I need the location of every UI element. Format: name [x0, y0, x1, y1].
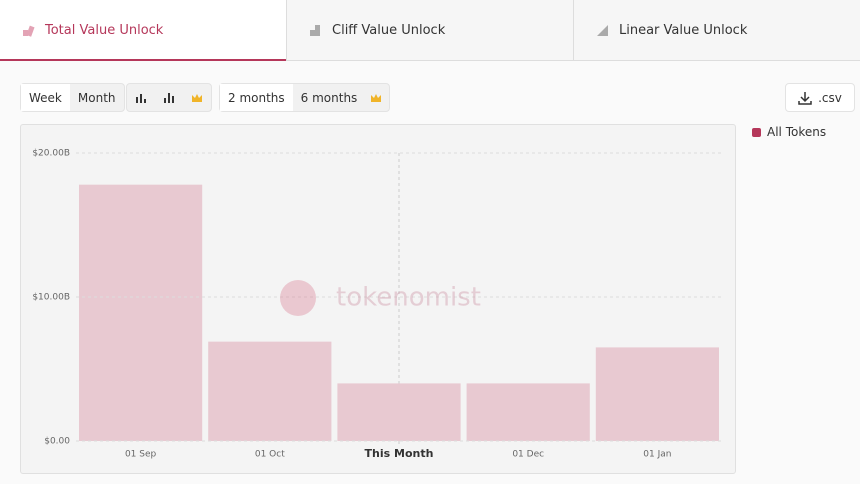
- tab-label: Linear Value Unlock: [619, 22, 748, 38]
- range-toggle: 2 months 6 months: [219, 83, 391, 112]
- crown-icon: [192, 93, 202, 102]
- tab[interactable]: Total Value Unlock: [0, 0, 287, 61]
- tab-icon: [23, 25, 35, 37]
- tab-label: Total Value Unlock: [45, 22, 164, 38]
- x-tick-label: 01 Oct: [255, 450, 285, 460]
- button-label: .csv: [818, 90, 842, 105]
- crown-icon: [371, 93, 382, 102]
- view-toggle: [126, 83, 212, 112]
- bar: [466, 383, 590, 441]
- bar: [208, 341, 332, 441]
- bar: [79, 184, 203, 441]
- tab-icon: [310, 24, 320, 36]
- legend-swatch: [752, 127, 761, 137]
- tab[interactable]: Linear Value Unlock: [574, 0, 860, 60]
- period-toggle: Week Month: [20, 83, 125, 112]
- legend: All Tokens: [752, 125, 826, 139]
- y-tick-label: $20.00B: [32, 149, 70, 159]
- watermark: tokenomist: [280, 280, 481, 316]
- tab-icon: [597, 24, 608, 36]
- x-tick-label: 01 Sep: [125, 450, 157, 460]
- watermark-text: tokenomist: [336, 283, 481, 313]
- button[interactable]: 2 months: [220, 84, 293, 111]
- tab-label: Cliff Value Unlock: [332, 22, 446, 38]
- tab[interactable]: Cliff Value Unlock: [287, 0, 574, 60]
- bar-icon[interactable]: [135, 92, 147, 104]
- csv-button[interactable]: .csv: [785, 83, 855, 112]
- bar: [337, 383, 461, 441]
- button[interactable]: Week: [21, 84, 70, 111]
- y-tick-label: $10.00B: [32, 293, 70, 303]
- x-tick-label: 01 Jan: [643, 450, 671, 460]
- y-tick-label: $0.00: [44, 437, 70, 447]
- stack-icon[interactable]: [163, 92, 175, 104]
- button[interactable]: Month: [77, 90, 116, 105]
- button[interactable]: 6 months: [300, 90, 358, 105]
- legend-label[interactable]: All Tokens: [767, 125, 827, 139]
- download-icon: [798, 91, 812, 105]
- bar: [595, 347, 719, 441]
- x-tick-label: This Month: [365, 447, 434, 460]
- x-tick-label: 01 Dec: [512, 450, 544, 460]
- tab-bar: Total Value Unlock Cliff Value Unlock Li…: [0, 0, 860, 61]
